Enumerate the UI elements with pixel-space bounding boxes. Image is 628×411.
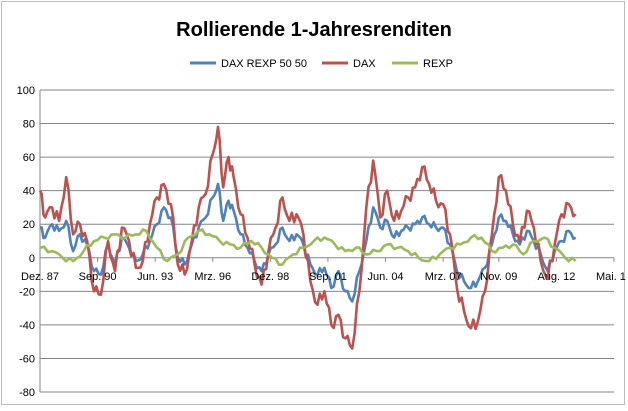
x-tick-label: Dez. 87 <box>21 271 59 283</box>
x-tick-label: Mai. 15 <box>596 271 626 283</box>
x-tick-label: Sep. 90 <box>79 271 117 283</box>
y-tick-label: -60 <box>19 353 35 365</box>
y-tick-label: 60 <box>23 152 35 164</box>
y-tick-label: 40 <box>23 186 35 198</box>
x-tick-label: Jun. 93 <box>137 271 173 283</box>
y-tick-labels: -80 -60 -40 -20 0 20 40 60 80 100 <box>17 85 35 399</box>
chart-title: Rollierende 1-Jahresrenditen <box>176 19 452 41</box>
legend-label: DAX <box>353 58 376 70</box>
y-tick-label: 100 <box>17 85 35 97</box>
axes <box>39 90 615 392</box>
y-tick-label: 80 <box>23 119 35 131</box>
gridlines <box>40 89 614 393</box>
series-line-dax <box>38 125 577 350</box>
y-tick-label: 0 <box>29 253 35 265</box>
legend-label: REXP <box>423 58 453 70</box>
series-line-rexp <box>39 228 577 266</box>
x-tick-label: Jun. 04 <box>367 271 403 283</box>
x-tick-label: Aug. 12 <box>537 271 575 283</box>
y-tick-label: -20 <box>19 286 35 298</box>
series-group <box>38 125 577 350</box>
x-tick-label: Mrz. 96 <box>194 271 231 283</box>
legend: DAX REXP 50 50 DAX REXP <box>190 58 453 70</box>
y-tick-label: -40 <box>19 320 35 332</box>
x-tick-label: Dez. 98 <box>251 271 289 283</box>
x-tick-label: Sep. 01 <box>309 271 347 283</box>
x-tick-labels: Dez. 87 Sep. 90 Jun. 93 Mrz. 96 Dez. 98 Sep. … <box>21 271 628 283</box>
line-chart: Rollierende 1-Jahresrenditen DAX REXP 50… <box>17 19 628 399</box>
legend-label: DAX REXP 50 50 <box>221 58 307 70</box>
y-tick-label: -80 <box>19 387 35 399</box>
x-tick-label: Mrz. 07 <box>425 271 462 283</box>
y-tick-label: 20 <box>23 219 35 231</box>
x-tick-label: Nov. 09 <box>480 271 517 283</box>
